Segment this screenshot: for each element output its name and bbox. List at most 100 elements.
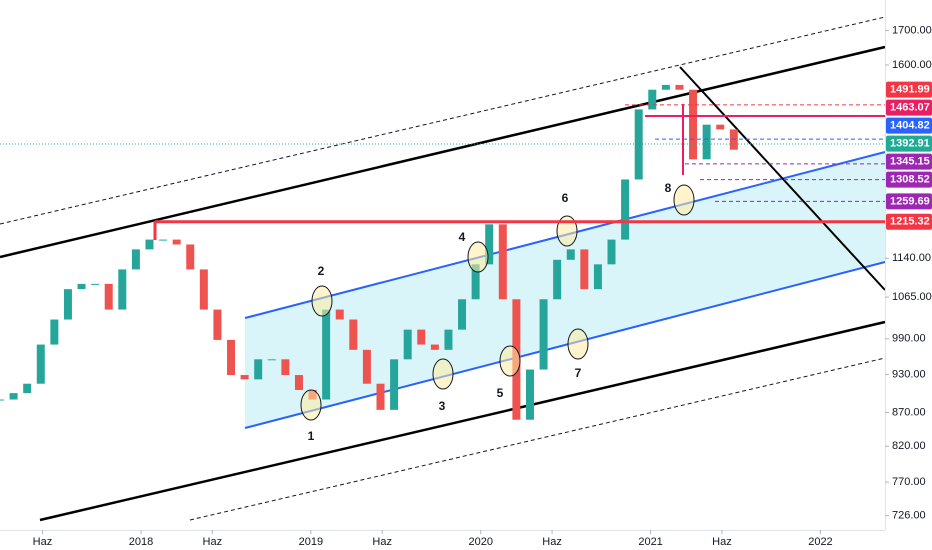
price-label-box <box>886 135 932 152</box>
candle <box>267 359 276 361</box>
candle <box>104 283 113 310</box>
annotation-circle <box>556 215 578 247</box>
candle <box>634 109 643 180</box>
y-tick-label: 990.00 <box>892 333 926 345</box>
candle <box>661 84 670 90</box>
x-tick-label: Haz <box>372 536 392 548</box>
annotation-label: 6 <box>562 191 569 205</box>
y-tick-label: 1065.00 <box>892 291 932 303</box>
candle <box>0 399 4 401</box>
candle <box>485 224 494 265</box>
candle <box>118 269 127 310</box>
candle <box>580 249 589 290</box>
candle <box>539 299 548 370</box>
candle <box>159 239 168 241</box>
price-label-box <box>886 153 932 170</box>
candle <box>322 309 331 400</box>
x-tick-label: Haz <box>33 536 53 548</box>
x-tick-label: 2022 <box>808 536 832 548</box>
annotations: 1 2 3 4 5 6 7 8 <box>300 181 695 443</box>
annotation-circle <box>499 345 521 377</box>
x-tick-label: 2019 <box>299 536 323 548</box>
candle <box>172 239 181 245</box>
candle <box>702 124 711 160</box>
price-label: 1392.91 <box>890 138 930 150</box>
candle <box>36 344 45 384</box>
x-tick-label: Haz <box>712 536 732 548</box>
candles <box>0 84 738 420</box>
price-label: 1215.32 <box>890 216 930 228</box>
annotation-label: 1 <box>308 429 315 443</box>
annotation-label: 7 <box>575 366 582 380</box>
candle <box>675 84 684 90</box>
candle <box>525 369 534 420</box>
x-tick-label: Haz <box>203 536 223 548</box>
price-label-box <box>886 213 932 230</box>
x-tick-label: 2020 <box>468 536 492 548</box>
candle <box>335 309 344 320</box>
candle <box>566 249 575 260</box>
annotation-label: 3 <box>439 399 446 413</box>
candle <box>403 329 412 360</box>
candle <box>50 319 59 345</box>
price-label: 1463.07 <box>890 102 930 114</box>
y-tick-label: 726.00 <box>892 510 926 522</box>
candle <box>294 375 303 390</box>
candle <box>23 383 32 394</box>
candle <box>498 224 507 300</box>
candle <box>376 383 385 410</box>
annotation-circle <box>467 241 489 273</box>
annotation-circle <box>567 328 589 360</box>
y-tick-label: 870.00 <box>892 406 926 418</box>
candle <box>186 244 195 270</box>
annotation-circle <box>300 389 322 421</box>
candle <box>621 179 630 240</box>
price-label: 1345.15 <box>890 156 930 168</box>
candle <box>362 349 371 384</box>
annotation-circle <box>673 184 695 216</box>
price-label-box <box>886 99 932 116</box>
candle <box>444 329 453 350</box>
x-tick-label: 2021 <box>638 536 662 548</box>
upper-trend-line <box>0 45 886 259</box>
candle <box>390 359 399 410</box>
y-tick-label: 930.00 <box>892 368 926 380</box>
y-tick-label: 770.00 <box>892 476 926 488</box>
y-tick-label: 820.00 <box>892 440 926 452</box>
candle <box>199 269 208 310</box>
candle <box>716 124 725 130</box>
price-label: 1404.82 <box>890 120 930 132</box>
price-label-box <box>886 117 932 134</box>
candle <box>254 359 263 380</box>
annotation-circle <box>311 285 333 317</box>
candle <box>607 239 616 265</box>
candle <box>9 393 18 400</box>
price-label: 1491.99 <box>890 84 930 96</box>
upper-dashed-line <box>0 16 886 225</box>
lower-trend-line <box>39 320 886 522</box>
candle <box>417 329 426 345</box>
candle <box>77 283 86 290</box>
annotation-label: 4 <box>459 230 466 244</box>
candle <box>145 239 154 250</box>
y-tick-label: 1140.00 <box>892 252 931 264</box>
candle <box>131 249 140 270</box>
annotation-circle <box>432 358 454 390</box>
annotation-label: 5 <box>497 386 504 400</box>
price-label: 1259.69 <box>890 195 930 207</box>
candle <box>240 375 249 380</box>
price-label: 1308.52 <box>890 174 930 186</box>
y-tick-label: 1700.00 <box>892 24 932 36</box>
candle <box>593 264 602 290</box>
x-tick-label: Haz <box>542 536 562 548</box>
candle <box>63 289 72 320</box>
annotation-label: 2 <box>318 264 325 278</box>
candle <box>227 339 236 376</box>
candle <box>91 283 100 285</box>
candle <box>430 344 439 350</box>
price-label-box <box>886 193 932 210</box>
candle <box>458 299 467 330</box>
candle <box>213 309 222 340</box>
price-label-box <box>886 81 932 98</box>
